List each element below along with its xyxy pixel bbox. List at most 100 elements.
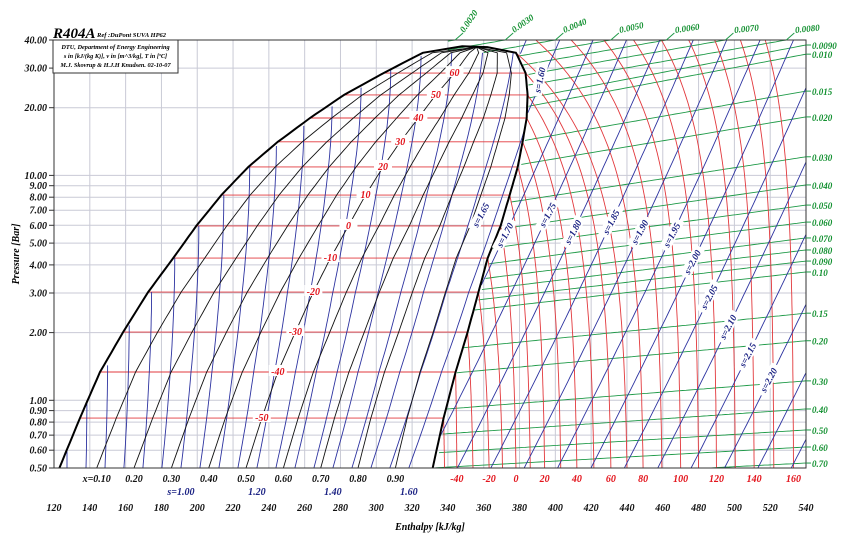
y-tick-label: 0.60 (30, 446, 48, 457)
isentrope-line-dome (313, 69, 392, 468)
x-tick-label: 320 (404, 503, 420, 514)
info-box: DTU, Department of Energy Engineering s … (52, 39, 179, 74)
isentrope-line-vapor (457, 40, 661, 468)
x-axis-label: Enthalpy [kJ/kg] (394, 522, 465, 533)
isentrope-line-dome (389, 52, 514, 468)
y-tick-label: 40.00 (24, 35, 48, 46)
isochore-label: 0.60 (812, 443, 828, 453)
isochore-line (517, 40, 614, 57)
y-tick-label: 9.00 (30, 181, 48, 192)
isochore-line (699, 462, 806, 468)
label-background (467, 197, 494, 233)
label-background (426, 87, 445, 99)
label-background (391, 134, 410, 146)
y-tick-label: 5.00 (30, 239, 48, 250)
isotherm-line-vapor (455, 372, 458, 468)
isentrope-line-vapor (557, 40, 761, 468)
isotherm-label: -40 (271, 367, 284, 378)
isochore-label: 0.40 (812, 405, 828, 415)
isochore-line (528, 40, 790, 86)
isotherm-line-vapor (714, 40, 755, 468)
x-tick-label: 280 (332, 503, 348, 514)
x-tick-label: 480 (690, 503, 706, 514)
isochore-label: 0.30 (812, 377, 828, 387)
y-tick-label: 0.70 (30, 431, 48, 442)
isotherm-label: 10 (361, 190, 371, 201)
y-tick-label: 6.00 (30, 221, 48, 232)
y-tick-label: 7.00 (30, 206, 48, 217)
x-tick-label: 500 (727, 503, 742, 514)
isotherm-bottom-label: 60 (606, 474, 616, 485)
isotherm-label: -50 (255, 413, 268, 424)
isentrope-line-dome (370, 52, 483, 468)
isochore-label-leader (504, 32, 514, 41)
label-background (534, 197, 561, 233)
isentrope-line-vapor (724, 303, 806, 468)
x-tick-label: 160 (118, 503, 133, 514)
label-background (445, 66, 464, 78)
y-tick-label: 0.50 (30, 464, 48, 475)
label-background (679, 244, 706, 280)
x-tick-label: 540 (799, 503, 814, 514)
isochore-line (528, 44, 806, 99)
label-background (734, 337, 761, 373)
isochore-line (447, 40, 508, 51)
isotherm-label: -10 (324, 253, 337, 264)
isochore-line (474, 271, 806, 311)
quality-label: 0.80 (349, 474, 367, 485)
x-tick-label: 300 (368, 503, 384, 514)
quality-label: 0.30 (163, 474, 181, 485)
isentrope-line-dome (408, 129, 525, 468)
isochore-label-leader (785, 32, 795, 41)
isochore-label: 0.040 (812, 181, 833, 191)
isochore-label: 0.010 (812, 50, 833, 60)
x-tick-label: 380 (511, 503, 527, 514)
isochore-line (485, 237, 806, 279)
isotherm-label: 50 (431, 90, 441, 101)
quality-line (96, 46, 477, 468)
isentrope-bottom-label: s=1.00 (166, 487, 194, 498)
label-background (339, 218, 358, 230)
label-background (286, 325, 305, 337)
isochore-label: 0.70 (812, 459, 828, 469)
isotherm-line-vapor (660, 40, 717, 468)
chart-reference: Ref :DuPont SUVA HP62 (96, 32, 167, 39)
label-background (658, 217, 685, 253)
isotherm-line-vapor (527, 94, 595, 468)
isotherm-label: -20 (307, 287, 320, 298)
label-background (268, 365, 287, 377)
label-background (714, 309, 741, 345)
label-background (491, 217, 518, 253)
isochore-label: 0.060 (812, 218, 833, 228)
isotherm-line-vapor (688, 40, 736, 468)
isochore-label: 0.030 (812, 153, 833, 163)
isentrope-line-dome (237, 145, 277, 468)
isotherm-bottom-label: 0 (513, 474, 518, 485)
isochore-label: 0.0090 (812, 41, 837, 51)
x-tick-label: 520 (763, 503, 778, 514)
quality-line (282, 46, 480, 468)
isotherm-label: 0 (346, 221, 351, 232)
isentrope-line-dome (294, 87, 362, 468)
isotherm-label: 30 (394, 137, 405, 148)
y-tick-label: 1.00 (30, 396, 48, 407)
isochore-line (528, 40, 729, 75)
isochore-line (483, 40, 559, 53)
label-background (559, 214, 586, 250)
x-tick-label: 260 (296, 503, 312, 514)
isentrope-line-vapor (757, 371, 806, 468)
isentrope-line-dome (275, 106, 333, 468)
x-tick-label: 420 (583, 503, 599, 514)
isentrope-bottom-label: 1.40 (324, 487, 342, 498)
y-tick-label: 0.90 (30, 406, 48, 417)
isochore-line (524, 90, 806, 141)
isotherm-label: 60 (450, 68, 460, 79)
isentrope-line-dome (180, 225, 200, 468)
y-tick-label: 4.00 (29, 260, 48, 271)
isotherm-line-vapor (443, 418, 445, 468)
isotherm-line-vapor (739, 40, 775, 468)
isentrope-bottom-label: 1.60 (400, 487, 418, 498)
isentrope-line-vapor (523, 40, 728, 468)
quality-label: x=0.10 (82, 474, 111, 485)
